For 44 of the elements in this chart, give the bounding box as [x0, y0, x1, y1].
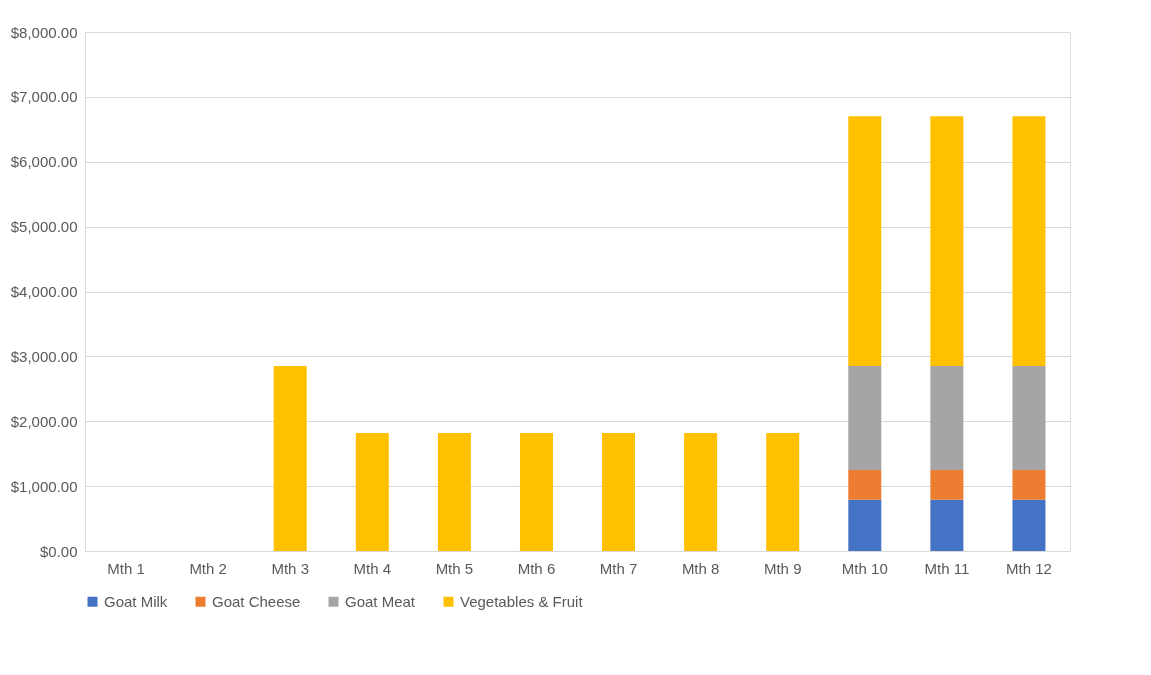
bar: [1012, 366, 1046, 470]
bar: [519, 432, 553, 551]
x-tick-label: Mth 7: [599, 559, 638, 577]
x-tick-label: Mth 10: [841, 559, 888, 577]
bar: [684, 432, 718, 551]
x-tick-label: Mth 9: [763, 559, 802, 577]
x-tick-label: Mth 6: [517, 559, 556, 577]
legend-label: Goat Milk: [104, 592, 168, 610]
y-tick-label: $0.00: [39, 542, 78, 560]
bar: [930, 499, 964, 551]
x-tick-label: Mth 12: [1006, 559, 1052, 577]
bar: [766, 432, 800, 551]
bar: [602, 432, 636, 551]
x-tick-label: Mth 3: [271, 559, 309, 577]
x-tick-label: Mth 4: [353, 559, 392, 577]
legend-label: Vegetables & Fruit: [460, 592, 584, 610]
x-tick-label: Mth 8: [681, 559, 720, 577]
bar: [848, 499, 882, 551]
y-tick-label: $3,000.00: [10, 347, 78, 365]
x-tick-label: Mth 5: [435, 559, 474, 577]
y-tick-label: $2,000.00: [10, 412, 78, 430]
y-tick-label: $4,000.00: [10, 283, 78, 300]
bar: [848, 366, 882, 470]
y-tick-label: $7,000.00: [10, 88, 78, 106]
y-tick-label: $8,000.00: [10, 23, 78, 41]
bar: [930, 469, 964, 500]
x-tick-label: Mth 11: [924, 559, 970, 577]
y-tick-label: $1,000.00: [10, 477, 78, 495]
bar: [1012, 499, 1046, 551]
bar: [437, 432, 471, 551]
bar: [930, 366, 964, 470]
x-tick-label: Mth 2: [189, 559, 227, 577]
y-tick-label: $5,000.00: [10, 218, 78, 236]
legend-label: Goat Cheese: [212, 592, 301, 610]
bar: [848, 116, 882, 367]
bar: [848, 469, 882, 500]
bar: [930, 116, 964, 367]
bar: [273, 366, 307, 551]
legend-label: Goat Meat: [345, 592, 416, 610]
bar: [1012, 469, 1046, 500]
bar: [1012, 116, 1046, 367]
y-tick-label: $6,000.00: [10, 153, 78, 171]
bar: [355, 432, 389, 551]
x-tick-label: Mth 1: [107, 559, 145, 577]
